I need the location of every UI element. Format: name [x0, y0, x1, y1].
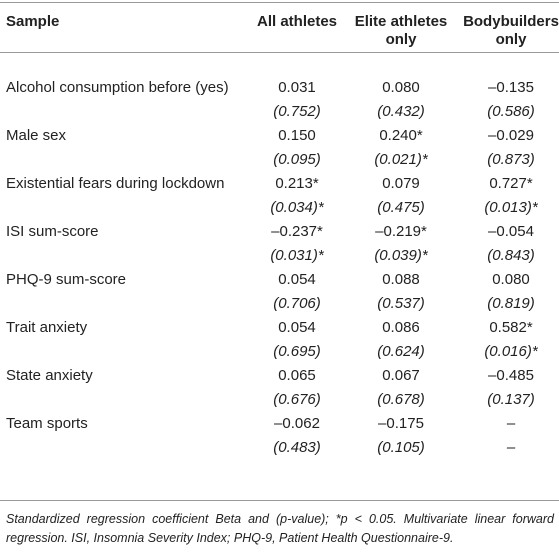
p-value-cell: (0.432) — [377, 103, 425, 120]
row-label: PHQ-9 sum-score — [6, 271, 127, 288]
row-label: Alcohol consumption before (yes) — [6, 79, 229, 96]
value-cell: – — [506, 415, 516, 432]
p-value-cell: (0.016)* — [484, 343, 538, 360]
p-value-cell: (0.039)* — [374, 247, 428, 264]
p-value-cell: (0.537) — [377, 295, 425, 312]
p-value-cell: (0.031)* — [270, 247, 324, 264]
header-cell: Sample — [6, 13, 60, 30]
value-cell: –0.054 — [488, 223, 534, 240]
value-cell: –0.237* — [271, 223, 323, 240]
value-cell: –0.175 — [378, 415, 424, 432]
value-cell: –0.029 — [488, 127, 534, 144]
p-value-cell: (0.021)* — [374, 151, 428, 168]
p-value-cell: (0.676) — [273, 391, 321, 408]
p-value-cell: – — [506, 439, 516, 456]
p-value-cell: (0.095) — [273, 151, 321, 168]
value-cell: 0.213* — [275, 175, 319, 192]
row-label: Male sex — [6, 127, 67, 144]
value-cell: –0.135 — [488, 79, 534, 96]
p-value-cell: (0.843) — [487, 247, 535, 264]
value-cell: 0.054 — [278, 319, 316, 336]
value-cell: 0.031 — [278, 79, 316, 96]
value-cell: 0.067 — [382, 367, 420, 384]
value-cell: 0.079 — [382, 175, 420, 192]
value-cell: 0.727* — [489, 175, 533, 192]
top-rule — [0, 2, 559, 3]
p-value-cell: (0.586) — [487, 103, 535, 120]
value-cell: 0.080 — [492, 271, 530, 288]
p-value-cell: (0.475) — [377, 199, 425, 216]
bottom-rule — [0, 500, 559, 501]
row-label: State anxiety — [6, 367, 93, 384]
p-value-cell: (0.034)* — [270, 199, 324, 216]
value-cell: 0.088 — [382, 271, 420, 288]
value-cell: 0.080 — [382, 79, 420, 96]
p-value-cell: (0.873) — [487, 151, 535, 168]
p-value-cell: (0.695) — [273, 343, 321, 360]
p-value-cell: (0.752) — [273, 103, 321, 120]
value-cell: 0.065 — [278, 367, 316, 384]
p-value-cell: (0.483) — [273, 439, 321, 456]
header-cell: Elite athletes only — [354, 13, 448, 48]
header-cell: All athletes — [256, 13, 338, 30]
row-label: Trait anxiety — [6, 319, 88, 336]
p-value-cell: (0.819) — [487, 295, 535, 312]
footnote: Standardized regression coefficient Beta… — [6, 512, 554, 545]
header-rule — [0, 52, 559, 53]
value-cell: 0.582* — [489, 319, 533, 336]
p-value-cell: (0.105) — [377, 439, 425, 456]
header-cell: Bodybuilders only — [463, 13, 559, 48]
row-label: Team sports — [6, 415, 88, 432]
value-cell: 0.054 — [278, 271, 316, 288]
row-label: Existential fears during lockdown — [6, 175, 225, 192]
value-cell: 0.086 — [382, 319, 420, 336]
p-value-cell: (0.013)* — [484, 199, 538, 216]
row-label: ISI sum-score — [6, 223, 99, 240]
value-cell: –0.485 — [488, 367, 534, 384]
value-cell: –0.219* — [375, 223, 427, 240]
p-value-cell: (0.706) — [273, 295, 321, 312]
value-cell: 0.150 — [278, 127, 316, 144]
p-value-cell: (0.624) — [377, 343, 425, 360]
p-value-cell: (0.137) — [487, 391, 535, 408]
value-cell: 0.240* — [379, 127, 423, 144]
value-cell: –0.062 — [274, 415, 320, 432]
p-value-cell: (0.678) — [377, 391, 425, 408]
